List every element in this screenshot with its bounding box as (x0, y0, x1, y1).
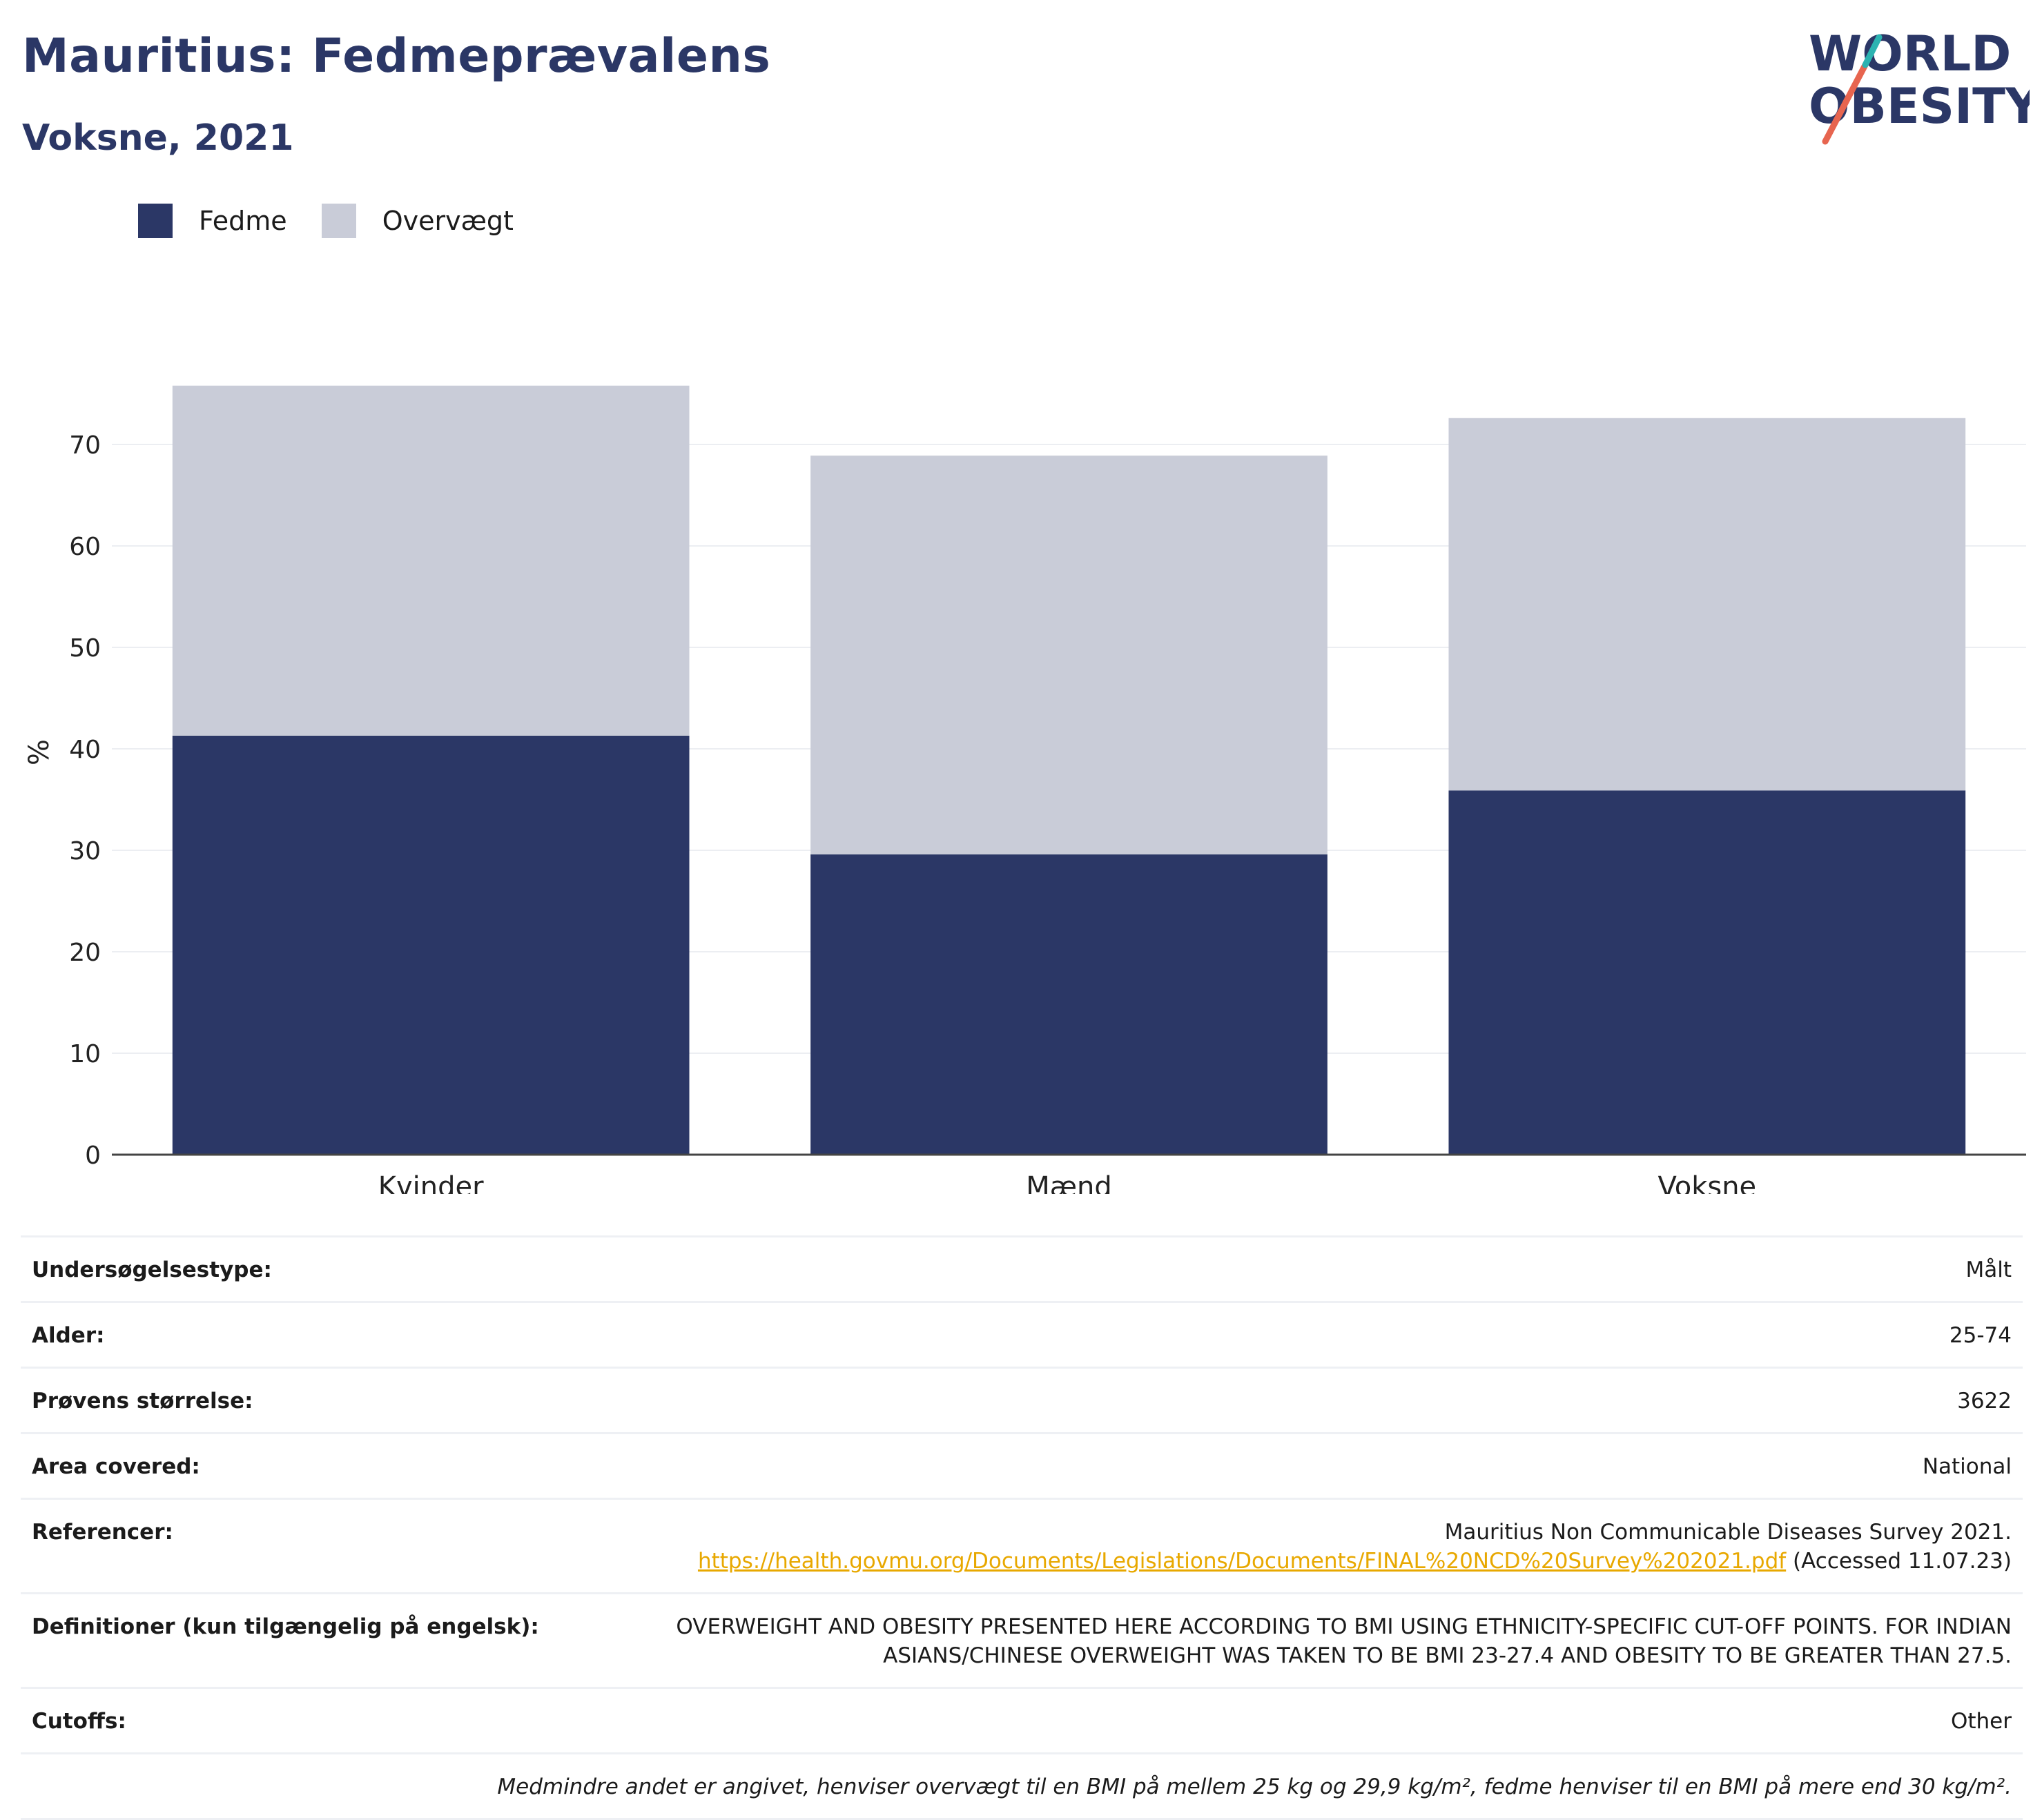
info-row-references: Referencer: Mauritius Non Communicable D… (21, 1500, 2023, 1594)
info-label: Definitioner (kun tilgængelig på engelsk… (32, 1614, 539, 1639)
y-tick-label: 40 (69, 736, 101, 764)
reference-accessed: (Accessed 11.07.23) (1786, 1549, 2012, 1574)
chart-legend: Fedme Overvægt (138, 204, 548, 238)
y-tick-label: 60 (69, 533, 101, 561)
info-value: National (1922, 1454, 2012, 1479)
info-footnote: Medmindre andet er angivet, henviser ove… (21, 1754, 2023, 1820)
info-label: Referencer: (32, 1520, 173, 1545)
bar-overvaegt (172, 385, 690, 736)
y-tick-label: 0 (85, 1142, 101, 1170)
y-tick-label: 30 (69, 837, 101, 865)
info-row-area: Area covered: National (21, 1434, 2023, 1500)
legend-swatch-fedme (138, 204, 173, 238)
bar-chart: 0 10 20 30 40 50 60 70% Kvinder Mænd Voksne (23, 385, 2026, 1194)
info-table: Undersøgelsestype: Målt Alder: 25-74 Prø… (21, 1235, 2023, 1820)
definition-line-1: OVERWEIGHT AND OBESITY PRESENTED HERE AC… (676, 1614, 2012, 1639)
x-tick-label: Mænd (1026, 1171, 1112, 1194)
definition-line-2: ASIANS/CHINESE OVERWEIGHT WAS TAKEN TO B… (883, 1643, 2012, 1668)
legend-label-fedme: Fedme (199, 206, 287, 236)
legend-item-fedme[interactable]: Fedme (138, 204, 287, 238)
info-value: 3622 (1957, 1389, 2012, 1413)
info-value: OVERWEIGHT AND OBESITY PRESENTED HERE AC… (676, 1612, 2012, 1670)
logo-line-1: WORLD (1809, 26, 2011, 82)
footnote-text: Medmindre andet er angivet, henviser ove… (497, 1774, 2012, 1799)
x-tick-label: Kvinder (378, 1171, 484, 1194)
info-row-cutoffs: Cutoffs: Other (21, 1689, 2023, 1754)
info-label: Cutoffs: (32, 1709, 126, 1734)
info-row-age: Alder: 25-74 (21, 1303, 2023, 1369)
reference-title: Mauritius Non Communicable Diseases Surv… (1444, 1520, 2012, 1545)
y-tick-label: 70 (69, 431, 101, 460)
bar-fedme (810, 854, 1328, 1155)
logo-slash-accent-icon (1862, 34, 1883, 68)
reference-link[interactable]: https://health.govmu.org/Documents/Legis… (697, 1549, 1787, 1574)
legend-label-overvaegt: Overvægt (382, 206, 514, 236)
y-tick-label: 20 (69, 939, 101, 967)
info-value: 25-74 (1949, 1323, 2012, 1348)
bar-overvaegt (1448, 418, 1966, 791)
info-value: Målt (1965, 1258, 2012, 1282)
logo-slash-icon (1822, 61, 1869, 145)
bar-overvaegt (810, 456, 1328, 854)
x-tick-label: Voksne (1657, 1171, 1756, 1194)
legend-swatch-overvaegt (321, 204, 356, 238)
info-row-sample-size: Prøvens størrelse: 3622 (21, 1369, 2023, 1434)
info-value: Other (1950, 1709, 2012, 1734)
info-label: Area covered: (32, 1454, 200, 1479)
bar-fedme (1448, 790, 1966, 1155)
info-row-survey-type: Undersøgelsestype: Målt (21, 1237, 2023, 1303)
y-tick-label: 10 (69, 1040, 101, 1068)
page-subtitle: Voksne, 2021 (22, 117, 294, 159)
legend-item-overvaegt[interactable]: Overvægt (321, 204, 514, 238)
bar-fedme (172, 735, 690, 1155)
y-axis-label: % (23, 739, 55, 765)
y-tick-label: 50 (69, 634, 101, 663)
info-label: Undersøgelsestype: (32, 1258, 272, 1282)
page-title: Mauritius: Fedmeprævalens (22, 29, 771, 84)
info-row-definitions: Definitioner (kun tilgængelig på engelsk… (21, 1594, 2023, 1689)
info-label: Prøvens størrelse: (32, 1389, 253, 1413)
world-obesity-logo: WORLD OBESITY (1809, 26, 2030, 145)
info-value: Mauritius Non Communicable Diseases Surv… (698, 1518, 2012, 1576)
info-label: Alder: (32, 1323, 105, 1348)
